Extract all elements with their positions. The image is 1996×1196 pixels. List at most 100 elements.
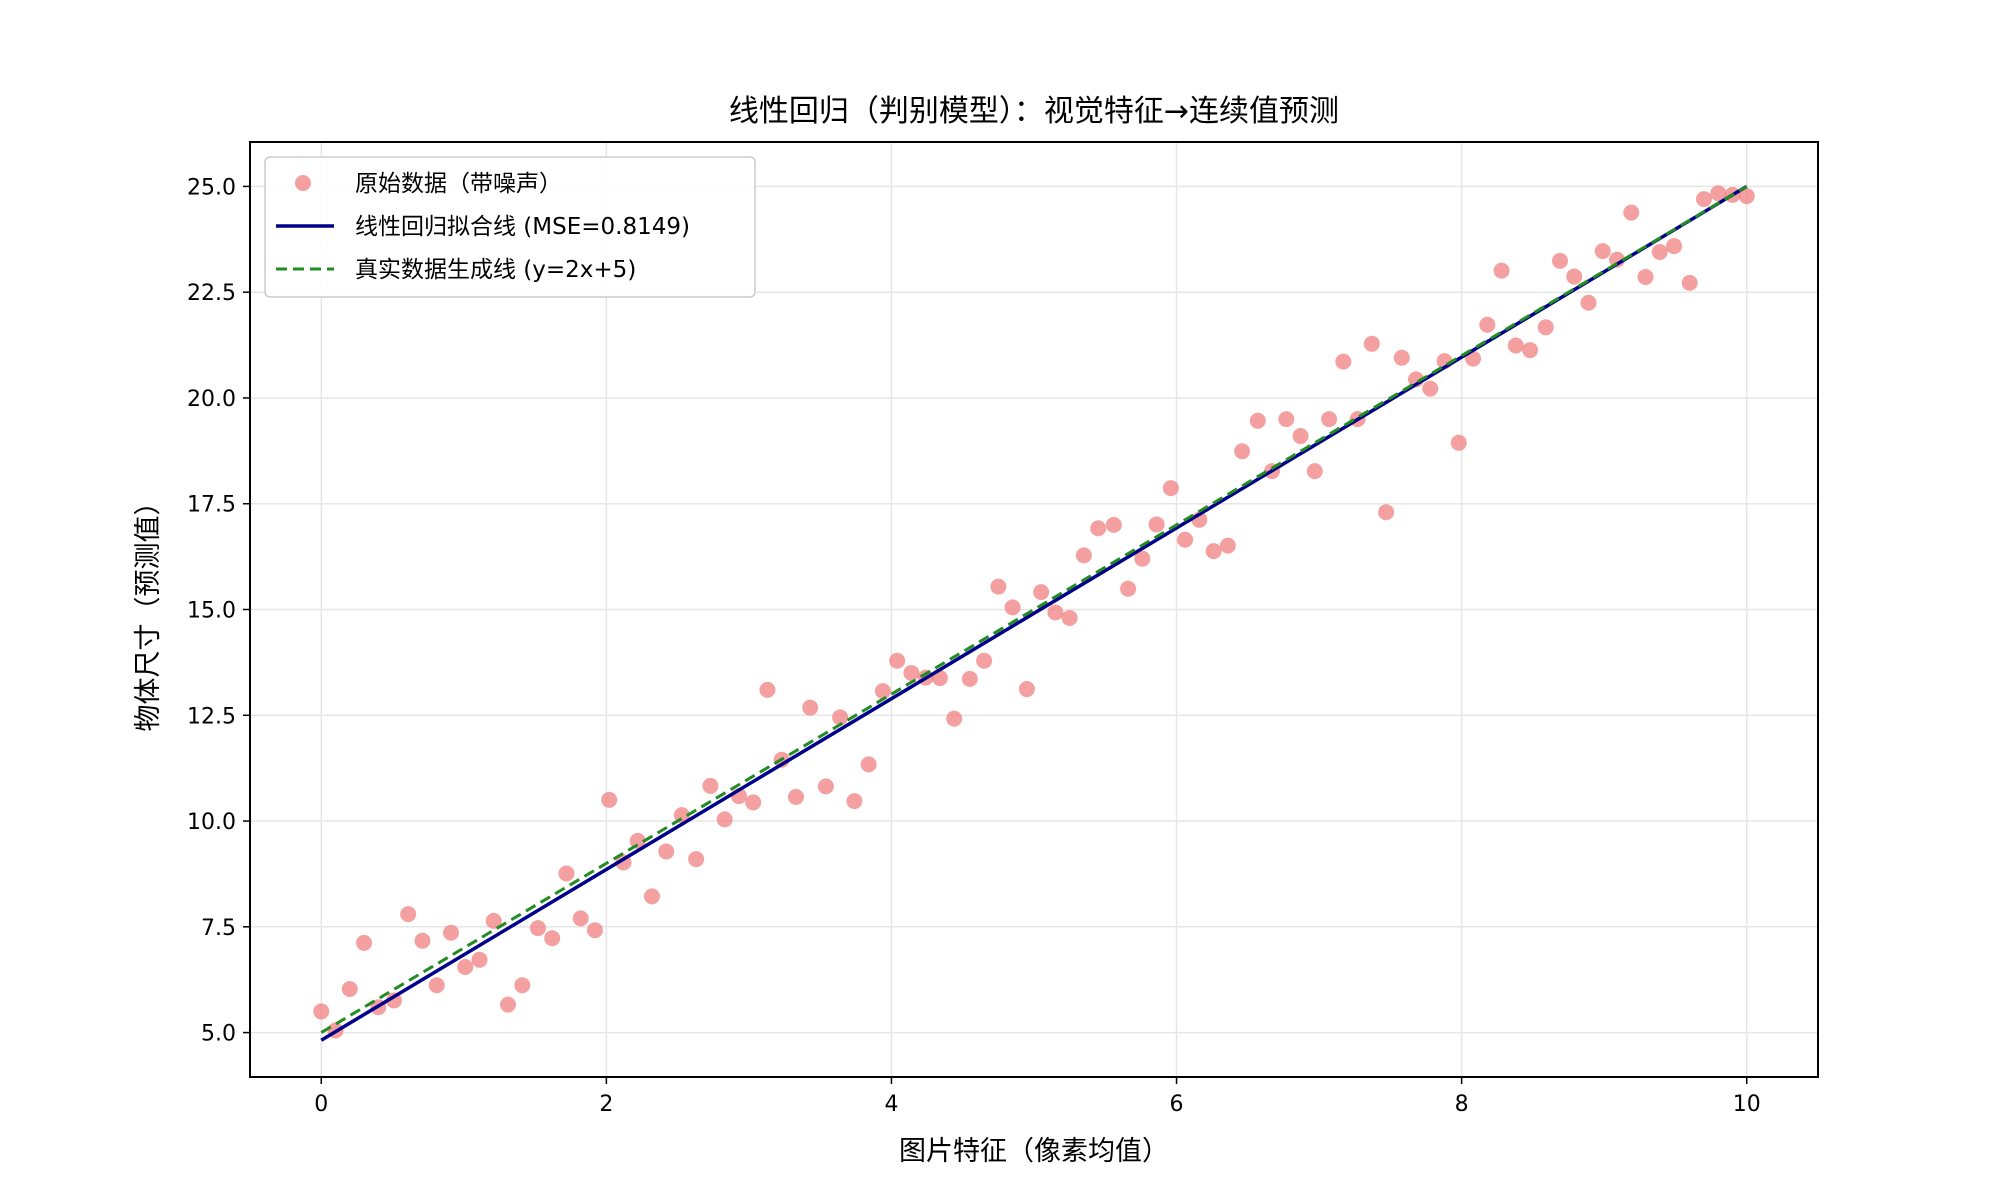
y-tick-label: 12.5 (187, 704, 236, 729)
data-point (1004, 599, 1021, 616)
data-point (961, 670, 978, 687)
y-tick-label: 25.0 (187, 175, 236, 200)
data-point (832, 709, 849, 726)
data-point (787, 788, 804, 805)
data-point (1162, 480, 1179, 497)
data-point (1205, 543, 1222, 560)
data-point (745, 794, 762, 811)
data-point (889, 652, 906, 669)
data-point (442, 924, 459, 941)
data-point (903, 664, 920, 681)
data-point (1507, 337, 1524, 354)
data-point (1090, 520, 1107, 537)
y-tick-label: 7.5 (201, 916, 236, 941)
data-point (514, 977, 531, 994)
legend-box (264, 156, 756, 298)
legend-label: 线性回归拟合线 (MSE=0.8149) (355, 214, 690, 240)
x-axis-label: 图片特征（像素均值） (899, 1136, 1169, 1167)
data-point (1651, 244, 1668, 260)
data-point (1134, 550, 1151, 567)
y-axis-label: 物体尺寸（预测值） (133, 489, 164, 732)
data-point (558, 865, 575, 882)
data-point (1306, 463, 1323, 480)
legend: 原始数据（带噪声） 线性回归拟合线 (MSE=0.8149) 真实数据生成线 (y=… (264, 156, 756, 298)
data-point (1234, 443, 1251, 460)
data-point (1148, 516, 1165, 533)
data-point (457, 959, 474, 975)
data-point (1623, 204, 1640, 221)
data-point (400, 906, 417, 923)
data-point (976, 652, 993, 669)
data-point (1363, 335, 1380, 352)
data-point (1047, 604, 1064, 621)
data-point (356, 934, 373, 951)
data-point (1177, 531, 1194, 548)
data-point (313, 1003, 330, 1020)
data-point (1219, 537, 1236, 554)
data-point (1422, 380, 1439, 397)
data-point (802, 699, 819, 716)
y-tick-label: 22.5 (187, 281, 236, 306)
data-point (1321, 411, 1338, 428)
data-point (1695, 191, 1712, 208)
data-point (1378, 504, 1395, 521)
true-generation-line (320, 185, 1748, 1034)
data-point (643, 888, 660, 905)
legend-marker-scatter (295, 175, 311, 191)
y-tick-label: 5.0 (201, 1022, 236, 1047)
data-point (529, 920, 546, 937)
data-point (1075, 547, 1092, 564)
data-point (702, 777, 719, 794)
x-tick-label: 4 (884, 1092, 898, 1117)
data-point (1710, 185, 1727, 202)
data-point (485, 912, 502, 929)
data-point (1666, 238, 1683, 255)
data-point (990, 578, 1007, 595)
data-point (846, 793, 863, 810)
data-point (759, 681, 776, 698)
data-point (601, 791, 618, 808)
data-point (1393, 349, 1410, 366)
x-tick-label: 8 (1455, 1092, 1469, 1117)
x-tick-label: 0 (314, 1092, 328, 1117)
axis-ticks: 0 2 4 6 8 10 5.0 7.5 10.0 12.5 15.0 17.5 20.0 22.5 25.… (187, 175, 1761, 1117)
data-point (1551, 252, 1568, 269)
data-point (874, 683, 891, 700)
data-point (1033, 584, 1050, 601)
legend-label: 原始数据（带噪声） (355, 171, 562, 197)
data-point (586, 922, 603, 939)
data-point (1335, 353, 1352, 370)
data-point (1479, 316, 1496, 333)
y-tick-label: 17.5 (187, 493, 236, 518)
data-point (1580, 294, 1597, 311)
x-tick-label: 6 (1170, 1092, 1184, 1117)
data-point (1105, 516, 1122, 533)
data-point (1018, 681, 1035, 698)
data-point (428, 977, 445, 994)
y-tick-label: 15.0 (187, 599, 236, 624)
data-point (1278, 411, 1295, 428)
data-point (1537, 319, 1554, 336)
data-point (688, 851, 705, 868)
data-point (341, 981, 358, 997)
data-point (500, 996, 517, 1013)
x-tick-label: 10 (1733, 1092, 1761, 1117)
data-point (1566, 268, 1583, 285)
data-point (1594, 243, 1611, 260)
data-point (544, 930, 561, 947)
y-tick-label: 10.0 (187, 810, 236, 835)
data-point (1493, 262, 1510, 279)
data-point (1637, 268, 1654, 285)
chart-title: 线性回归（判别模型）：视觉特征→连续值预测 (729, 94, 1339, 129)
data-point (658, 843, 675, 860)
data-point (1522, 342, 1539, 359)
legend-label: 真实数据生成线 (y=2x+5) (355, 257, 636, 283)
data-point (860, 756, 877, 773)
data-point (817, 778, 834, 795)
plot-area (313, 184, 1755, 1042)
data-point (946, 710, 963, 727)
data-point (572, 910, 589, 927)
data-point (385, 992, 402, 1009)
data-point (1249, 412, 1266, 429)
